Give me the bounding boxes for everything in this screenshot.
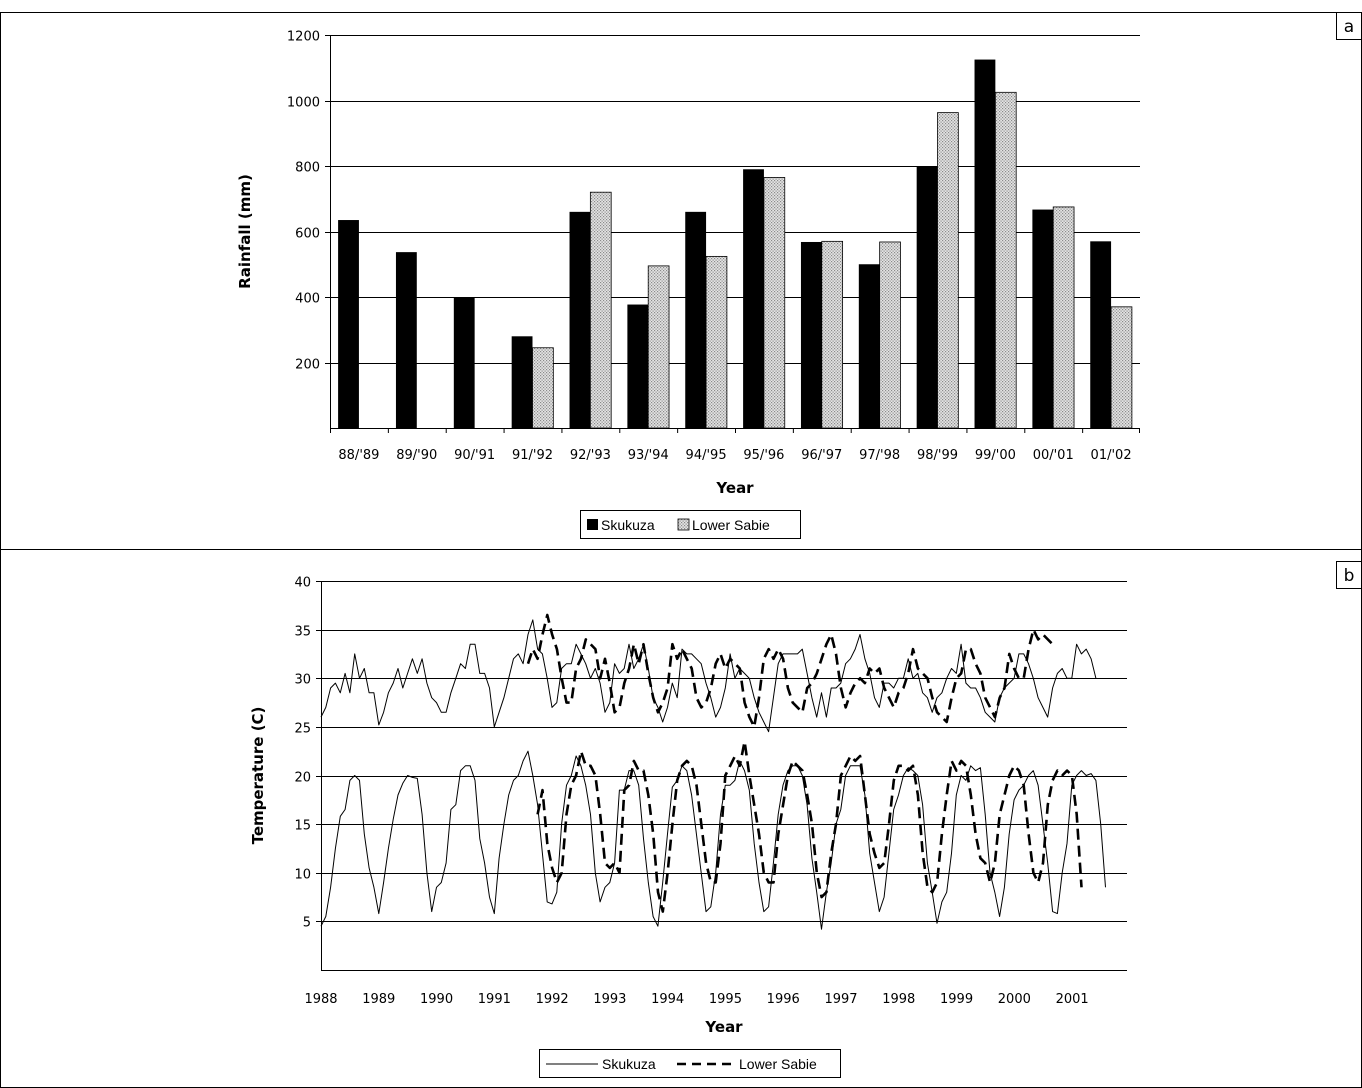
rainfall-y-tick-label-400: 400 <box>295 292 320 307</box>
temperature-axes <box>316 581 1127 971</box>
temperature-line-lower-sabie-min <box>536 740 1083 913</box>
temperature-legend-label-skukuza: Skukuza <box>602 1056 656 1072</box>
rainfall-bar-skukuza-99-00 <box>974 59 996 428</box>
temperature-x-tick-label-2001: 2001 <box>1056 992 1089 1007</box>
rainfall-x-tick-label-96-97: 96/'97 <box>801 448 842 463</box>
rainfall-bar-lower-sabie-93-94 <box>647 265 670 429</box>
rainfall-y-axis-label: Rainfall (mm) <box>236 174 254 289</box>
panel-a-label: a <box>1344 17 1354 37</box>
rainfall-bar-lower-sabie-92-93 <box>589 191 612 429</box>
rainfall-x-tick-label-91-92: 91/'92 <box>512 448 553 463</box>
rainfall-bar-skukuza-98-99 <box>916 166 938 428</box>
rainfall-legend-label-lower-sabie: Lower Sabie <box>692 517 770 533</box>
rainfall-legend-label-skukuza: Skukuza <box>601 517 655 533</box>
panel-b-label: b <box>1344 566 1355 586</box>
temperature-y-tick-label-35: 35 <box>294 625 311 640</box>
temperature-y-tick-label-10: 10 <box>294 868 311 883</box>
temperature-x-tick-label-1996: 1996 <box>767 992 800 1007</box>
temperature-legend-label-lower-sabie: Lower Sabie <box>739 1056 817 1072</box>
rainfall-x-tick-label-93-94: 93/'94 <box>628 448 669 463</box>
rainfall-x-tick-label-89-90: 89/'90 <box>396 448 437 463</box>
rainfall-bar-lower-sabie-96-97 <box>821 240 844 429</box>
rainfall-bar-lower-sabie-00-01 <box>1052 206 1075 429</box>
rainfall-x-tick-label-98-99: 98/'99 <box>917 448 958 463</box>
rainfall-bar-skukuza-91-92 <box>511 336 533 428</box>
rainfall-bar-lower-sabie-91-92 <box>532 347 554 429</box>
rainfall-bar-lower-sabie-94-95 <box>705 255 728 429</box>
rainfall-x-tick-label-97-98: 97/'98 <box>859 448 900 463</box>
temperature-y-tick-label-5: 5 <box>303 916 311 931</box>
temperature-x-axis-label: Year <box>704 1018 743 1036</box>
rainfall-y-tick-label-200: 200 <box>295 358 320 373</box>
rainfall-bar-skukuza-92-93 <box>569 211 591 428</box>
panel-a-frame <box>0 12 1362 550</box>
temperature-y-tick-label-30: 30 <box>294 673 311 688</box>
temperature-gridlines <box>321 581 1127 922</box>
rainfall-bar-skukuza-00-01 <box>1032 209 1054 428</box>
temperature-x-tick-label-1992: 1992 <box>536 992 569 1007</box>
rainfall-bar-skukuza-94-95 <box>685 211 707 428</box>
rainfall-x-tick-label-99-00: 99/'00 <box>975 448 1016 463</box>
rainfall-x-tick-label-90-91: 90/'91 <box>454 448 495 463</box>
rainfall-x-tick-label-01-02: 01/'02 <box>1091 448 1132 463</box>
rainfall-bar-lower-sabie-98-99 <box>937 112 959 429</box>
temperature-x-tick-label-1991: 1991 <box>478 992 511 1007</box>
temperature-x-tick-label-1999: 1999 <box>940 992 973 1007</box>
rainfall-x-axis-label: Year <box>715 479 754 497</box>
rainfall-bar-lower-sabie-99-00 <box>994 91 1017 429</box>
rainfall-bars <box>338 59 1133 429</box>
temperature-y-tick-label-20: 20 <box>294 771 311 786</box>
rainfall-tick-labels: 200 400 600 800 1000 1200 88/'89 89/'90 90/'91 91… <box>287 30 1132 464</box>
rainfall-bar-lower-sabie-97-98 <box>879 241 901 429</box>
rainfall-legend-box <box>580 510 801 539</box>
temperature-y-tick-label-25: 25 <box>294 722 311 737</box>
temperature-x-tick-label-1990: 1990 <box>420 992 453 1007</box>
temperature-tick-labels: 5 10 15 20 25 30 35 40 1988 1989 1990 1991 1992 1993 1… <box>294 576 1088 1008</box>
rainfall-x-tick-label-95-96: 95/'96 <box>743 448 784 463</box>
rainfall-bar-lower-sabie-01-02 <box>1110 306 1133 429</box>
rainfall-x-tick-label-88-89: 88/'89 <box>338 448 379 463</box>
temperature-legend: Skukuza Lower Sabie <box>539 1049 841 1078</box>
panel-a-label-box <box>1336 12 1362 40</box>
rainfall-x-tick-label-94-95: 94/'95 <box>686 448 727 463</box>
temperature-x-tick-label-1994: 1994 <box>651 992 684 1007</box>
temperature-x-tick-label-1988: 1988 <box>304 992 337 1007</box>
temperature-x-tick-label-1998: 1998 <box>882 992 915 1007</box>
rainfall-bar-skukuza-01-02 <box>1090 241 1112 428</box>
rainfall-y-tick-label-800: 800 <box>295 161 320 176</box>
temperature-x-tick-label-2000: 2000 <box>998 992 1031 1007</box>
temperature-x-tick-label-1989: 1989 <box>362 992 395 1007</box>
panel-b-label-box <box>1336 561 1362 589</box>
rainfall-bar-skukuza-89-90 <box>395 252 417 428</box>
rainfall-bar-skukuza-93-94 <box>627 304 649 428</box>
temperature-line-skukuza-max <box>320 619 1097 733</box>
rainfall-y-tick-label-600: 600 <box>295 227 320 242</box>
rainfall-bar-skukuza-88-89 <box>338 220 359 428</box>
rainfall-x-tick-label-92-93: 92/'93 <box>570 448 611 463</box>
rainfall-gridlines <box>330 35 1140 364</box>
rainfall-x-tick-label-00-01: 00/'01 <box>1033 448 1074 463</box>
temperature-x-tick-label-1993: 1993 <box>593 992 626 1007</box>
temperature-line-skukuza-min <box>320 750 1106 930</box>
rainfall-legend: Skukuza Lower Sabie <box>580 510 801 539</box>
rainfall-y-tick-label-1000: 1000 <box>287 96 320 111</box>
rainfall-bar-skukuza-90-91 <box>453 297 475 428</box>
temperature-y-tick-label-15: 15 <box>294 819 311 834</box>
rainfall-bar-skukuza-96-97 <box>800 241 822 428</box>
rainfall-axes <box>325 35 1140 433</box>
temperature-x-tick-label-1997: 1997 <box>824 992 857 1007</box>
temperature-line-lower-sabie-max <box>526 613 1054 729</box>
rainfall-legend-swatch-lower-sabie <box>677 518 690 531</box>
rainfall-y-tick-label-1200: 1200 <box>287 30 320 45</box>
rainfall-legend-swatch-skukuza <box>587 519 598 530</box>
temperature-series-lines <box>320 613 1106 930</box>
temperature-x-tick-label-1995: 1995 <box>709 992 742 1007</box>
rainfall-bar-lower-sabie-95-96 <box>763 177 786 429</box>
temperature-y-axis-label: Temperature (C) <box>249 707 267 845</box>
rainfall-bar-skukuza-97-98 <box>858 264 880 428</box>
rainfall-bar-skukuza-95-96 <box>743 169 764 428</box>
temperature-y-tick-label-40: 40 <box>294 576 311 591</box>
